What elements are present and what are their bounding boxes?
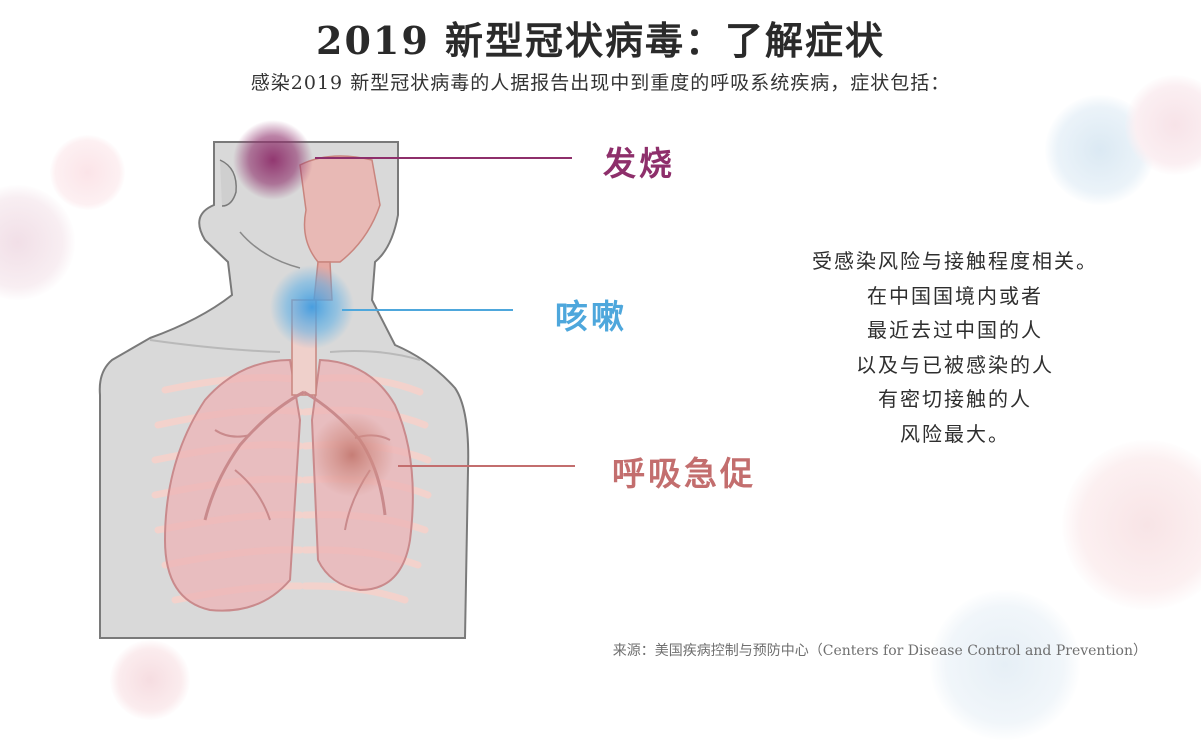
page-title: 2019 新型冠状病毒：了解症状 bbox=[316, 18, 885, 63]
risk-line: 最近去过中国的人 bbox=[867, 318, 1043, 342]
decor-circle bbox=[50, 135, 125, 210]
risk-line: 风险最大。 bbox=[900, 421, 1010, 446]
risk-line: 在中国国境内或者 bbox=[867, 283, 1043, 308]
breath-hotspot bbox=[310, 413, 394, 497]
page-subtitle: 感染2019 新型冠状病毒的人据报告出现中到重度的呼吸系统疾病，症状包括： bbox=[250, 72, 951, 94]
decor-circle bbox=[1125, 75, 1201, 175]
cough-hotspot bbox=[270, 265, 354, 349]
fever-hotspot bbox=[233, 120, 313, 200]
risk-line: 以及与已被感染的人 bbox=[856, 352, 1054, 377]
symptom-cough-label: 咳嗽 bbox=[555, 297, 627, 336]
symptom-fever-label: 发烧 bbox=[603, 144, 675, 183]
anatomy-illustration bbox=[98, 120, 575, 639]
risk-line: 受感染风险与接触程度相关。 bbox=[812, 249, 1098, 273]
symptom-breath-label: 呼吸急促 bbox=[612, 454, 756, 493]
risk-statement: 受感染风险与接触程度相关。 在中国国境内或者 最近去过中国的人 以及与已被感染的… bbox=[770, 244, 1140, 451]
decor-circle bbox=[1062, 440, 1201, 610]
risk-line: 有密切接触的人 bbox=[878, 387, 1032, 411]
source-citation: 来源：美国疾病控制与预防中心（Centers for Disease Contr… bbox=[612, 643, 1147, 659]
